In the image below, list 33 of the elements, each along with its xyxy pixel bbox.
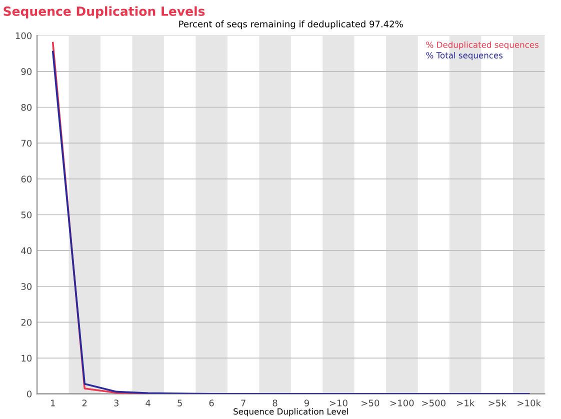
x-tick-label: 3 (114, 400, 119, 406)
x-tick-label: >50 (362, 400, 380, 406)
y-tick-label: 20 (21, 318, 32, 326)
x-tick-label: 9 (304, 400, 309, 406)
y-tick-label: 80 (21, 104, 32, 111)
line-series (52, 50, 530, 394)
y-tick-label: 10 (22, 354, 32, 362)
y-tick-label: 60 (21, 176, 32, 182)
x-tick-label: 8 (272, 400, 278, 406)
y-tick-label: 0 (27, 390, 32, 398)
x-tick-label: >1k (457, 399, 475, 406)
x-tick-label: >500 (422, 400, 446, 406)
x-tick-label: >5k (488, 399, 506, 406)
chart-subtitle: Percent of seqs remaining if deduplicated 97.42% (179, 20, 403, 30)
x-tick-label: >100 (390, 400, 414, 406)
text: % Deduplicated sequences (426, 41, 538, 50)
y-tick-label: 70 (21, 140, 32, 147)
x-tick-label: 4 (146, 400, 150, 406)
x-axis-title: Sequence Duplication Level (234, 408, 348, 416)
y-tick-label: 90 (21, 68, 32, 75)
x-tick-label: 5 (178, 400, 182, 406)
x-tick-label: 7 (241, 400, 246, 406)
y-tick-label: 40 (21, 247, 32, 254)
x-tick-label: >10k (518, 399, 541, 406)
y-tick-label: 30 (21, 283, 32, 290)
chart-title: Sequence Duplication Levels (4, 6, 205, 18)
x-tick-label: 2 (82, 400, 87, 406)
x-tick-label: >10 (330, 400, 348, 406)
x-tick-label: 1 (51, 400, 55, 406)
y-tick-label: 100 (16, 32, 32, 40)
text: % Total sequences (426, 52, 503, 60)
y-tick-label: 50 (21, 211, 32, 218)
x-tick-label: 6 (209, 400, 214, 406)
